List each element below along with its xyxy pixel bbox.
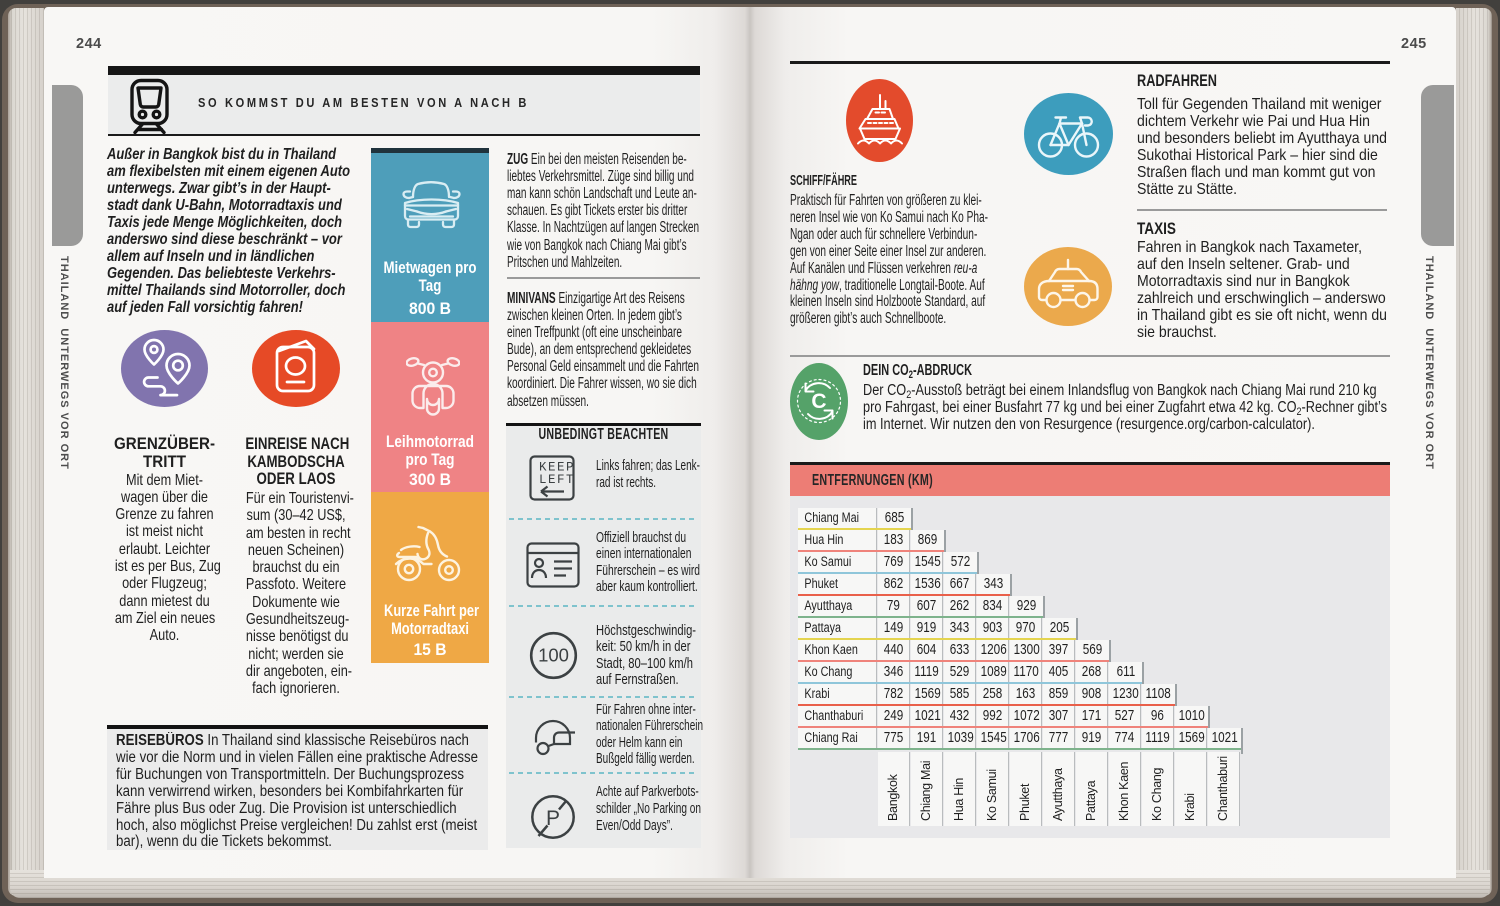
svg-text:100: 100: [538, 645, 569, 666]
svg-text:LEFT: LEFT: [539, 473, 575, 487]
svg-text:P: P: [546, 807, 560, 830]
svg-text:C: C: [811, 390, 826, 413]
svg-text:KEEP: KEEP: [539, 461, 575, 475]
